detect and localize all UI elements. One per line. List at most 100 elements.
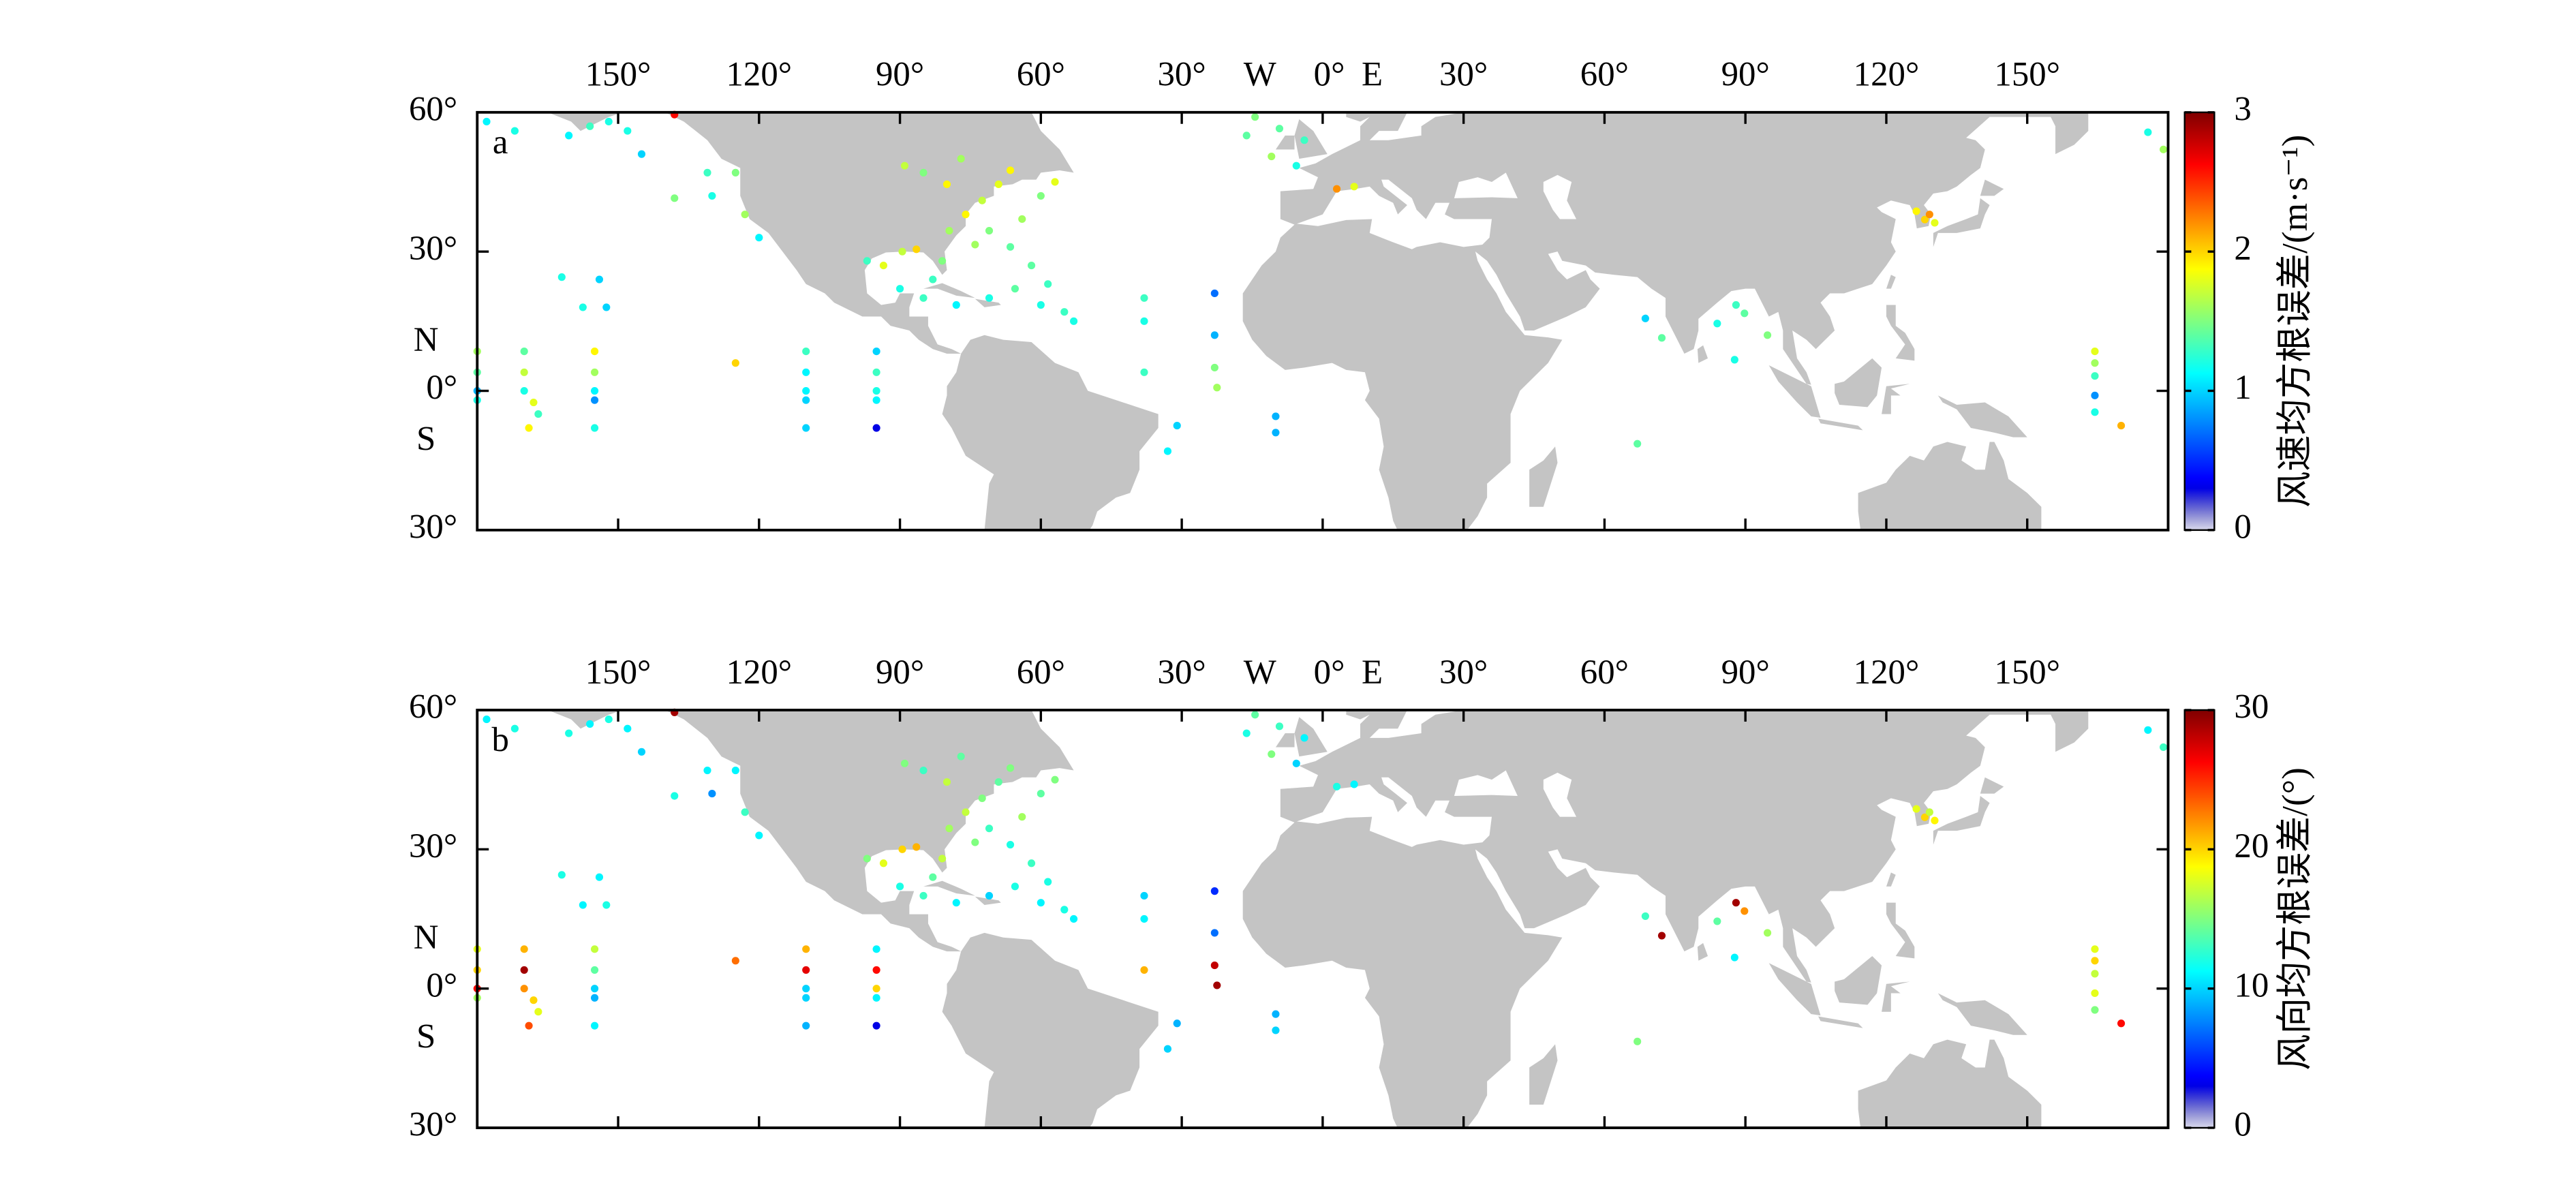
station-dot: [900, 162, 909, 170]
station-dot: [1173, 422, 1181, 430]
lon-tick-label: 0°: [1314, 56, 1345, 94]
station-dot: [520, 945, 528, 953]
station-dot: [579, 303, 587, 311]
station-dot: [942, 180, 951, 188]
station-dot: [942, 778, 951, 786]
colorbar-tick-label: 10: [2234, 966, 2269, 1004]
hemisphere-label: N: [414, 919, 439, 957]
station-dot: [872, 985, 880, 993]
station-dot: [1300, 734, 1308, 742]
station-dot: [602, 901, 611, 909]
lat-tick-label: 30°: [409, 827, 457, 865]
lon-tick-label: 60°: [1017, 56, 1065, 94]
station-dot: [879, 262, 888, 270]
lon-tick-label: 60°: [1017, 654, 1065, 692]
lon-tick-label: 60°: [1580, 56, 1629, 94]
station-dot: [2091, 359, 2099, 367]
station-dot: [2160, 743, 2168, 752]
colorbar-label: 风向均方根误差/(°): [2275, 767, 2315, 1071]
station-dot: [863, 855, 871, 863]
station-dot: [971, 241, 979, 249]
station-dot: [2144, 726, 2152, 734]
station-dot: [1210, 289, 1218, 298]
station-dot: [2091, 1006, 2099, 1014]
station-dot: [1764, 929, 1772, 937]
station-dot: [802, 424, 810, 432]
station-dot: [898, 845, 906, 853]
station-dot: [896, 882, 904, 891]
station-dot: [802, 966, 810, 974]
station-dot: [591, 994, 599, 1002]
station-dot: [2160, 145, 2168, 153]
station-dot: [945, 825, 953, 833]
lon-tick-label: 30°: [1439, 56, 1488, 94]
station-dot: [671, 792, 679, 800]
station-dot: [1210, 962, 1218, 970]
station-dot: [1713, 917, 1721, 925]
station-dot: [929, 275, 937, 283]
station-dot: [755, 234, 763, 242]
station-dot: [525, 1021, 533, 1030]
station-dot: [1920, 813, 1929, 821]
station-dot: [1657, 932, 1666, 940]
lon-tick-label: 150°: [585, 56, 651, 94]
station-dot: [731, 168, 739, 176]
station-dot: [1060, 308, 1069, 316]
station-dot: [731, 359, 739, 367]
station-dot: [985, 294, 994, 302]
station-dot: [919, 891, 927, 900]
station-dot: [1140, 915, 1148, 923]
station-dot: [1275, 722, 1284, 731]
station-dot: [1730, 356, 1738, 364]
station-dot: [802, 348, 810, 356]
colorbar-tick-label: 0: [2234, 508, 2251, 547]
station-dot: [1011, 882, 1019, 891]
lon-tick-label: 90°: [1721, 56, 1770, 94]
hemisphere-label: E: [1362, 56, 1383, 94]
station-dot: [1163, 1045, 1172, 1053]
station-dot: [985, 226, 994, 235]
station-dot: [1037, 191, 1045, 200]
station-dot: [872, 368, 880, 376]
station-dot: [1070, 317, 1078, 325]
station-dot: [1272, 1026, 1280, 1034]
station-dot: [755, 831, 763, 840]
station-dot: [595, 275, 604, 283]
station-dot: [1018, 215, 1026, 224]
station-dot: [1251, 711, 1259, 719]
station-dot: [2091, 957, 2099, 965]
station-dot: [741, 808, 749, 816]
station-dot: [525, 424, 533, 432]
colorbar-tick-label: 0: [2234, 1106, 2251, 1144]
colorbar: [2183, 709, 2215, 1129]
station-dot: [1730, 953, 1738, 962]
station-dot: [863, 257, 871, 265]
station-dot: [872, 396, 880, 404]
station-dot: [520, 348, 528, 356]
station-dot: [802, 945, 810, 953]
station-dot: [802, 1021, 810, 1030]
panel-label: b: [491, 721, 508, 759]
station-dot: [872, 945, 880, 953]
station-dot: [1140, 317, 1148, 325]
station-dot: [1332, 185, 1341, 193]
station-dot: [591, 368, 599, 376]
lon-tick-label: 90°: [1721, 654, 1770, 692]
station-dot: [913, 245, 921, 253]
lat-tick-label: 60°: [409, 688, 457, 726]
lat-tick-label: 30°: [409, 230, 457, 268]
station-dot: [1070, 915, 1078, 923]
lat-tick-label: 0°: [426, 966, 457, 1004]
lon-tick-label: 90°: [876, 56, 924, 94]
station-dot: [579, 901, 587, 909]
lat-tick-label: 30°: [409, 1106, 457, 1144]
station-dot: [1925, 211, 1933, 219]
station-dot: [1713, 320, 1721, 328]
station-dot: [520, 386, 528, 395]
station-dot: [1037, 899, 1045, 907]
station-dot: [872, 424, 880, 432]
station-dot: [482, 117, 491, 126]
station-dot: [1332, 782, 1341, 790]
hemisphere-label: E: [1362, 654, 1383, 692]
